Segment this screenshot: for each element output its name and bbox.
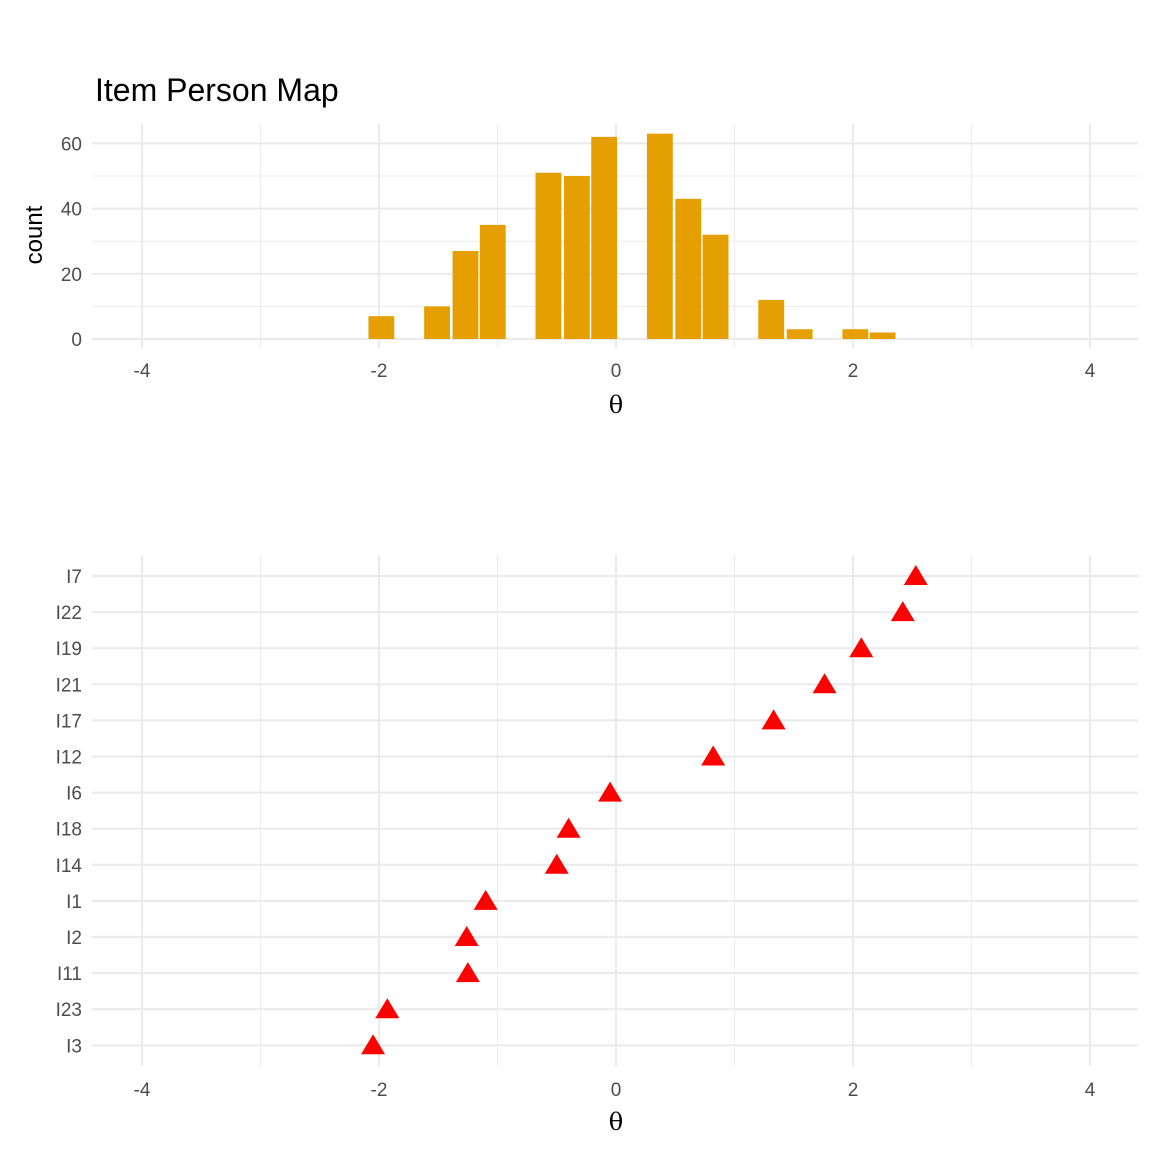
item-difficulty-point bbox=[890, 601, 915, 622]
y-tick-label: 20 bbox=[61, 265, 82, 286]
item-label: I2 bbox=[66, 928, 82, 949]
histogram-y-axis-title: count bbox=[21, 205, 48, 264]
histogram-bar bbox=[702, 234, 729, 339]
item-difficulty-point bbox=[455, 962, 480, 983]
item-map-gridlines bbox=[92, 555, 1138, 1066]
item-difficulty-point bbox=[454, 926, 479, 946]
histogram-panel: -4 -2 0 2 4 0 20 40 60 θ count bbox=[21, 124, 1138, 419]
chart-title: Item Person Map bbox=[95, 72, 339, 108]
item-difficulty-point bbox=[375, 998, 400, 1019]
item-label: I1 bbox=[66, 892, 82, 913]
item-label: I23 bbox=[56, 1000, 82, 1021]
histogram-bar bbox=[424, 306, 450, 339]
histogram-bar bbox=[869, 332, 896, 339]
histogram-bar bbox=[368, 316, 395, 339]
item-label: I7 bbox=[66, 567, 82, 588]
histogram-bars bbox=[368, 133, 896, 339]
item-label: I12 bbox=[56, 748, 82, 769]
x-tick-label: 4 bbox=[1085, 361, 1096, 382]
histogram-x-tick-labels: -4 -2 0 2 4 bbox=[134, 361, 1096, 382]
histogram-bar bbox=[452, 250, 479, 339]
item-label: I6 bbox=[66, 784, 82, 805]
item-label: I21 bbox=[56, 675, 82, 696]
y-tick-label: 40 bbox=[61, 200, 82, 221]
item-difficulty-point bbox=[473, 889, 498, 910]
histogram-bar bbox=[646, 133, 673, 339]
x-tick-label: 0 bbox=[611, 1080, 622, 1101]
item-label: I19 bbox=[56, 639, 82, 660]
item-difficulty-point bbox=[761, 709, 786, 730]
item-map-x-axis-title: θ bbox=[609, 1108, 623, 1136]
histogram-bar bbox=[479, 224, 506, 339]
item-difficulty-point bbox=[849, 637, 874, 658]
item-difficulty-point bbox=[903, 565, 928, 585]
item-label: I3 bbox=[66, 1036, 82, 1057]
y-tick-label: 60 bbox=[61, 134, 82, 155]
x-tick-label: 4 bbox=[1085, 1080, 1096, 1101]
item-difficulty-point bbox=[361, 1034, 386, 1055]
histogram-bar bbox=[591, 136, 618, 339]
histogram-bar bbox=[786, 329, 813, 339]
item-map-y-tick-labels: I7 I22 I19 I21 I17 I12 I6 I18 I14 I1 I2 I11 I23 I3 bbox=[56, 567, 83, 1057]
x-tick-label: 2 bbox=[848, 361, 859, 382]
x-tick-label: 0 bbox=[611, 361, 622, 382]
item-map-points bbox=[361, 565, 928, 1055]
x-tick-label: -4 bbox=[134, 1080, 151, 1101]
x-tick-label: -4 bbox=[134, 361, 151, 382]
item-map-panel: -4 -2 0 2 4 I7 I22 I19 I21 I17 I12 I6 I18 I14 I1 I2 I11… bbox=[56, 555, 1138, 1136]
x-tick-label: 2 bbox=[848, 1080, 859, 1101]
item-difficulty-point bbox=[812, 673, 837, 694]
histogram-bar bbox=[535, 172, 562, 339]
histogram-bar bbox=[675, 198, 702, 339]
item-label: I11 bbox=[57, 964, 82, 985]
item-difficulty-point bbox=[556, 817, 581, 838]
item-difficulty-point bbox=[544, 853, 569, 874]
histogram-bar bbox=[842, 329, 869, 339]
histogram-x-axis-title: θ bbox=[609, 391, 623, 419]
x-tick-label: -2 bbox=[371, 1080, 388, 1101]
item-map-x-tick-labels: -4 -2 0 2 4 bbox=[134, 1080, 1096, 1101]
item-difficulty-point bbox=[701, 745, 726, 766]
item-label: I22 bbox=[56, 603, 82, 624]
histogram-y-tick-labels: 0 20 40 60 bbox=[61, 134, 82, 351]
x-tick-label: -2 bbox=[371, 361, 388, 382]
histogram-bar bbox=[563, 176, 590, 339]
item-difficulty-point bbox=[598, 781, 623, 802]
item-label: I18 bbox=[56, 820, 82, 841]
item-label: I17 bbox=[56, 711, 82, 732]
histogram-bar bbox=[758, 299, 785, 339]
item-label: I14 bbox=[56, 856, 83, 877]
y-tick-label: 0 bbox=[71, 330, 82, 351]
